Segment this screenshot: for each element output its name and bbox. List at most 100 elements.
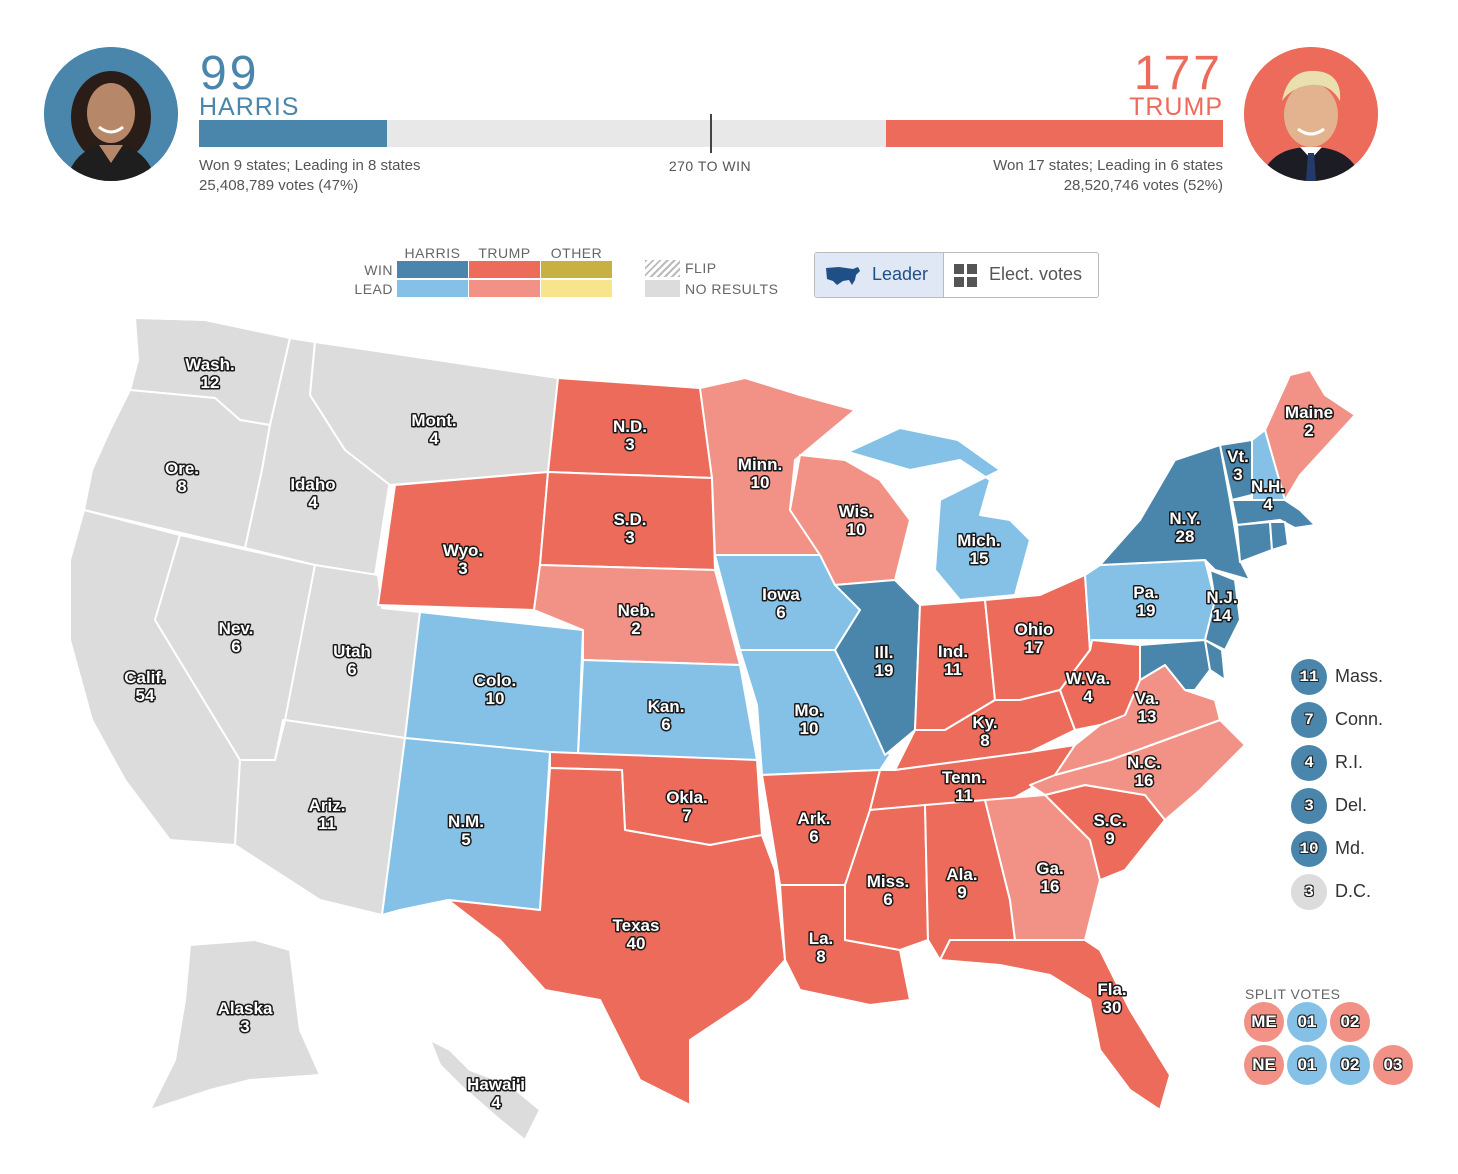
label-nd-name: N.D. (613, 417, 647, 436)
label-ia-votes: 6 (776, 603, 785, 622)
label-il-name: Ill. (875, 643, 894, 662)
split-me-state[interactable]: ME (1244, 1002, 1284, 1042)
state-tx[interactable] (447, 767, 786, 1106)
label-ky-votes: 8 (980, 731, 989, 750)
legend-no-results-label: NO RESULTS (685, 281, 779, 297)
small-state-votes: 7 (1291, 701, 1327, 738)
label-wv-votes: 4 (1083, 687, 1093, 706)
harris-name: HARRIS (199, 93, 300, 121)
trump-electoral-votes: 177 (1133, 47, 1223, 100)
label-il-votes: 19 (875, 661, 894, 680)
split-ne-state[interactable]: NE (1244, 1045, 1284, 1085)
split-ne-district-2[interactable]: 02 (1330, 1045, 1370, 1085)
label-fl-votes: 30 (1103, 998, 1122, 1017)
label-in-name: Ind. (938, 642, 968, 661)
state-hi[interactable] (429, 1039, 541, 1141)
harris-avatar (44, 47, 178, 181)
label-nm-votes: 5 (461, 830, 470, 849)
small-state-votes: 3 (1291, 873, 1327, 910)
label-mn-votes: 10 (751, 473, 770, 492)
label-mi-name: Mich. (957, 531, 1000, 550)
label-ne-votes: 2 (631, 619, 640, 638)
legend-other-win-swatch (541, 261, 612, 278)
label-ia-name: Iowa (762, 585, 800, 604)
label-mt-votes: 4 (429, 429, 439, 448)
legend-other-lead-swatch (541, 280, 612, 297)
label-nh-votes: 4 (1263, 495, 1273, 514)
small-state-conn[interactable]: 7 Conn. (1291, 698, 1431, 741)
trump-name: TRUMP (1129, 93, 1223, 121)
label-nc-votes: 16 (1135, 771, 1154, 790)
split-me-district-1[interactable]: 01 (1287, 1002, 1327, 1042)
label-fl-name: Fla. (1097, 980, 1126, 999)
legend-flip-swatch (645, 260, 680, 277)
state-de[interactable] (1204, 639, 1226, 681)
elect-votes-toggle-button[interactable]: Elect. votes (944, 253, 1096, 297)
small-state-votes: 3 (1291, 787, 1327, 824)
state-me[interactable] (1264, 369, 1356, 501)
label-al-votes: 9 (957, 883, 966, 902)
small-state-dc[interactable]: 3 D.C. (1291, 870, 1431, 913)
grid-icon (954, 264, 977, 287)
state-nj[interactable] (1204, 569, 1241, 651)
label-wi-votes: 10 (847, 520, 866, 539)
small-state-md[interactable]: 10 Md. (1291, 827, 1431, 870)
trump-avatar (1244, 47, 1378, 181)
label-tx-votes: 40 (627, 934, 646, 953)
legend-trump-lead-swatch (469, 280, 540, 297)
small-state-votes: 4 (1291, 744, 1327, 781)
label-me-votes: 2 (1304, 421, 1313, 440)
state-ny[interactable] (1099, 444, 1251, 581)
label-az-votes: 11 (318, 814, 336, 833)
label-pa-name: Pa. (1133, 583, 1159, 602)
small-state-del[interactable]: 3 Del. (1291, 784, 1431, 827)
harris-portrait-icon (44, 47, 178, 181)
legend-trump-win-swatch (469, 261, 540, 278)
label-ak-name: Alaska (218, 999, 273, 1018)
small-state-label: Md. (1335, 838, 1366, 858)
label-mt-name: Mont. (411, 411, 456, 430)
legend-harris-header: HARRIS (404, 245, 461, 261)
trump-portrait-icon (1244, 47, 1378, 181)
state-mn[interactable] (699, 377, 856, 556)
state-labels: Wash. 12 Ore. 8 Calif. 54 Nev. 6 Idaho 4… (123, 354, 1335, 1114)
legend-lead-label: LEAD (354, 281, 393, 297)
label-ut-name: Utah (333, 642, 371, 661)
label-ut-votes: 6 (347, 660, 356, 679)
state-ri[interactable] (1269, 521, 1289, 551)
label-nj-name: N.J. (1206, 588, 1237, 607)
label-tn-votes: 11 (955, 786, 973, 805)
small-state-label: R.I. (1335, 752, 1364, 772)
leader-toggle-button[interactable]: Leader (815, 253, 944, 297)
split-ne-district-3[interactable]: 03 (1373, 1045, 1413, 1085)
small-state-label: D.C. (1335, 881, 1371, 901)
label-ms-votes: 6 (883, 890, 892, 909)
state-fl[interactable] (939, 939, 1171, 1111)
label-wa-name: Wash. (185, 355, 234, 374)
label-hi-name: Hawai'i (467, 1075, 525, 1094)
small-state-ri[interactable]: 4 R.I. (1291, 741, 1431, 784)
harris-electoral-votes: 99 (200, 47, 260, 100)
state-mi[interactable] (847, 427, 1031, 601)
split-me-district-2[interactable]: 02 (1330, 1002, 1370, 1042)
legend-trump-header: TRUMP (478, 245, 531, 261)
state-ct[interactable] (1236, 521, 1273, 563)
label-co-votes: 10 (486, 689, 505, 708)
label-oh-votes: 17 (1025, 638, 1044, 657)
label-ne-name: Neb. (618, 601, 655, 620)
small-state-label: Conn. (1335, 709, 1384, 729)
label-or-name: Ore. (165, 459, 199, 478)
label-id-votes: 4 (308, 493, 318, 512)
label-ar-votes: 6 (809, 827, 818, 846)
trump-progress-bar (886, 120, 1223, 147)
small-states-list: 11 Mass. 7 Conn. 4 R.I. 3 Del. 10 Md. 3 … (1291, 655, 1431, 913)
label-la-name: La. (809, 929, 834, 948)
label-co-name: Colo. (474, 671, 517, 690)
label-va-name: Va. (1135, 689, 1160, 708)
state-ak[interactable] (149, 939, 321, 1111)
small-state-mass[interactable]: 11 Mass. (1291, 655, 1431, 698)
label-ky-name: Ky. (972, 713, 997, 732)
legend-harris-lead-swatch (397, 280, 468, 297)
split-ne-district-1[interactable]: 01 (1287, 1045, 1327, 1085)
state-il[interactable] (834, 579, 921, 756)
